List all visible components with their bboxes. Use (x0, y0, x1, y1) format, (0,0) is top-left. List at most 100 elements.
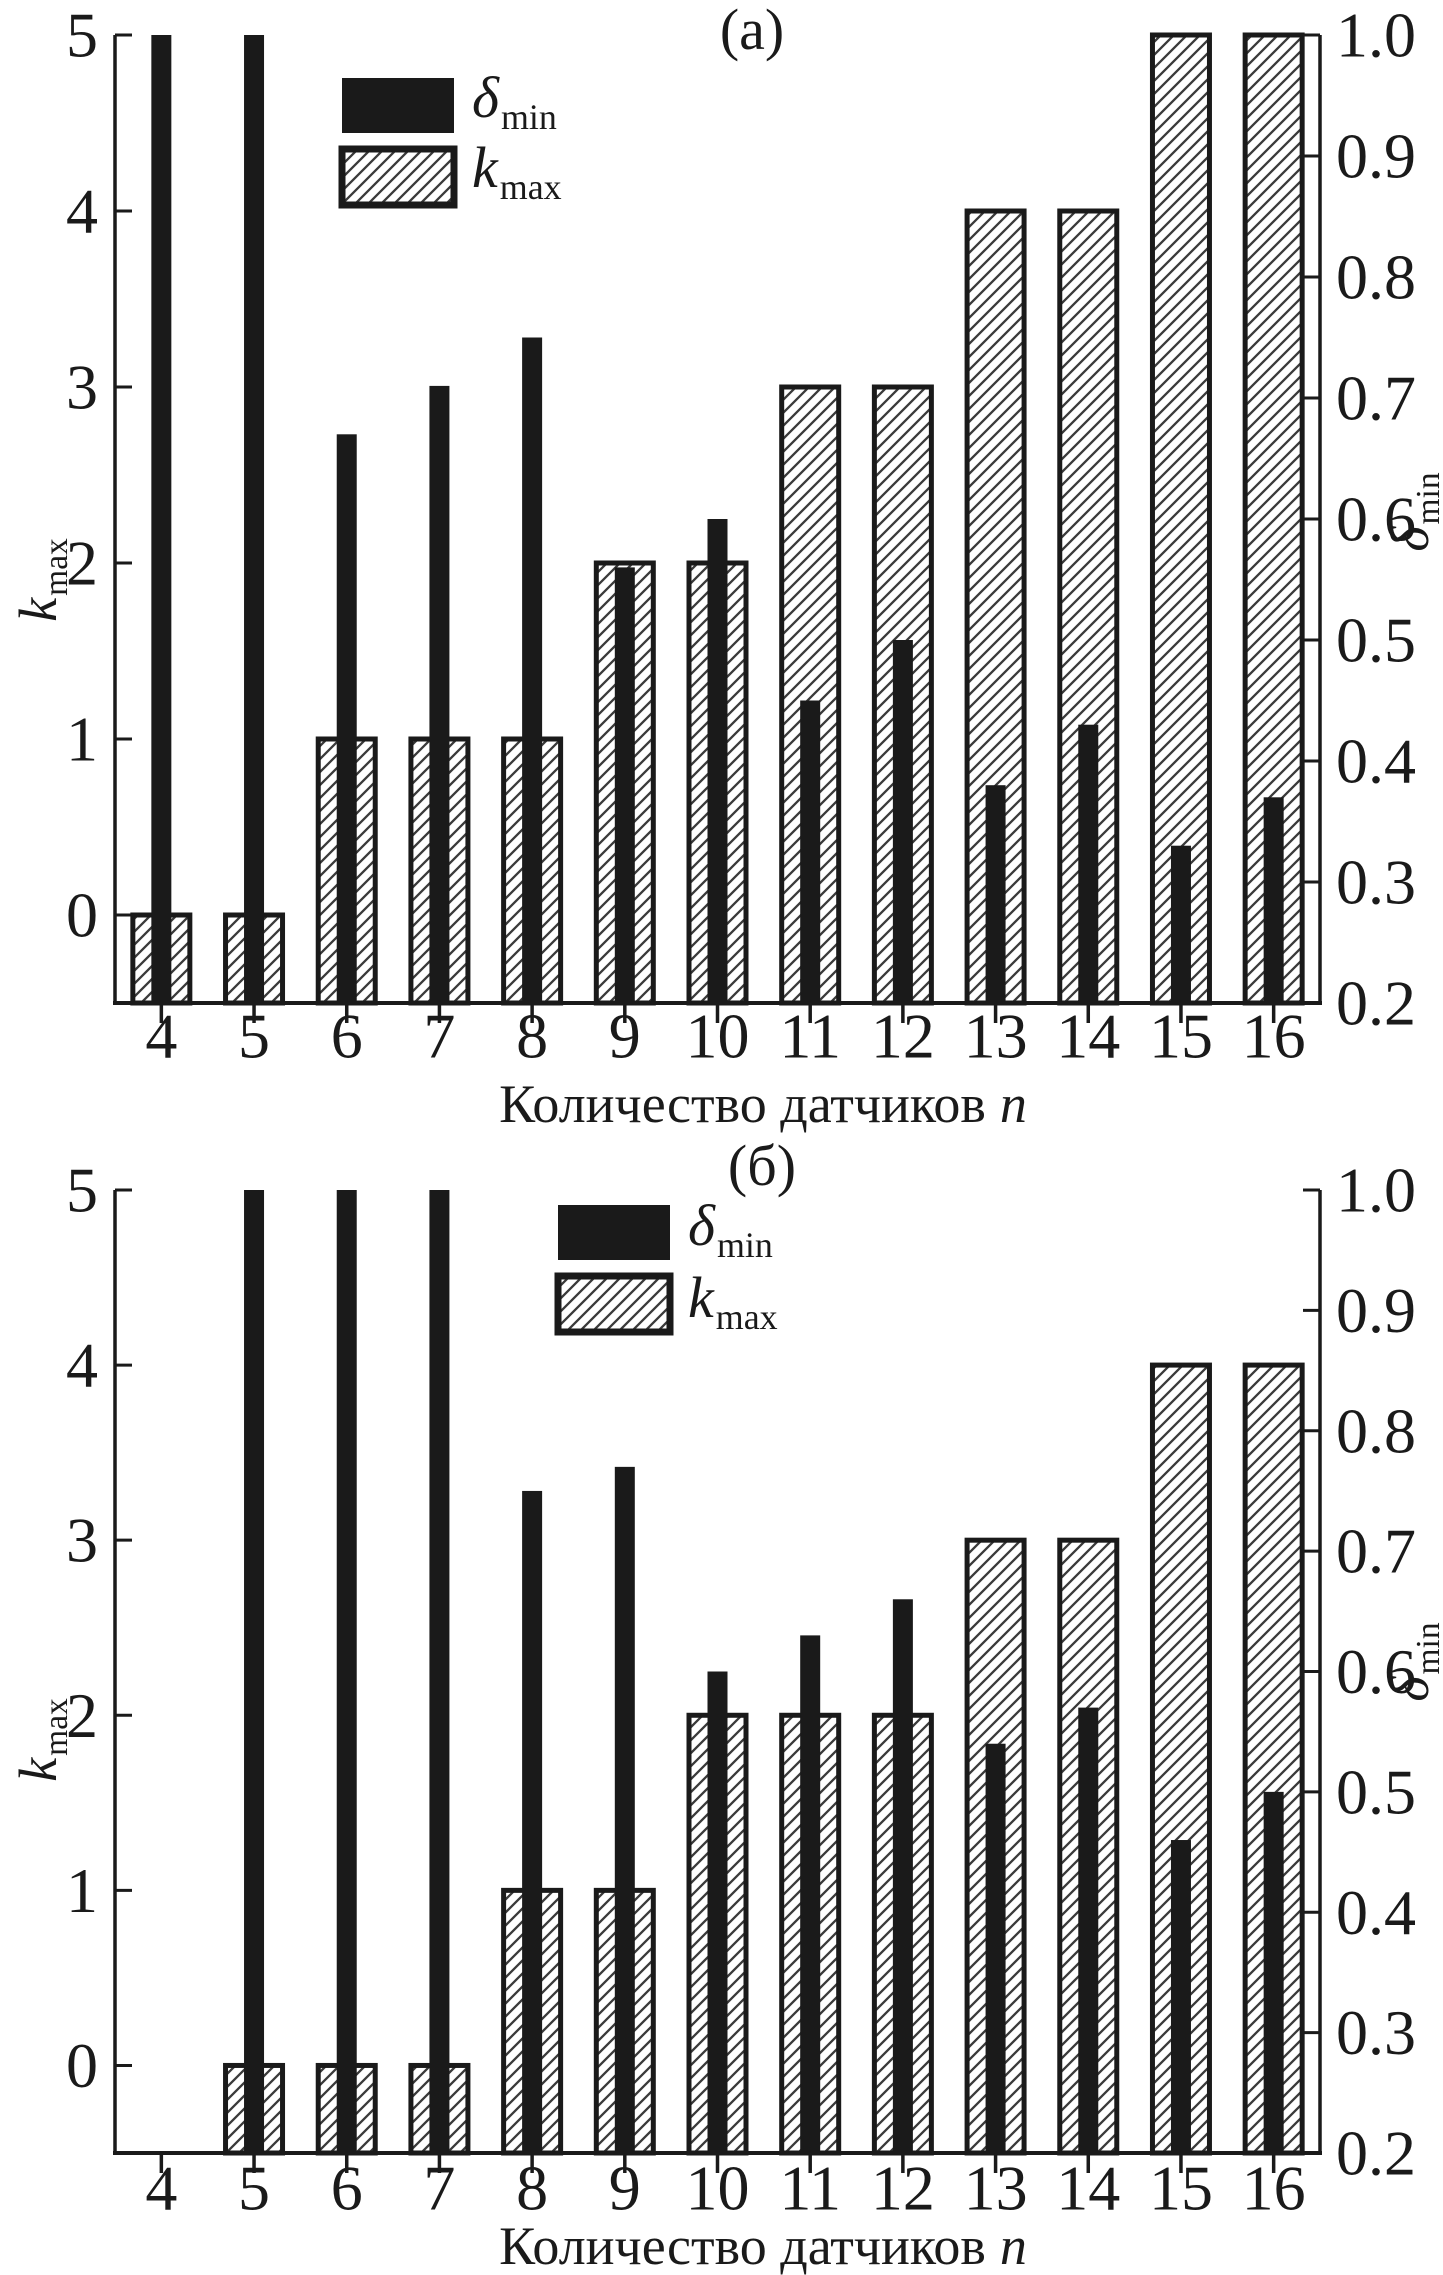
x-tick-label-5: 5 (238, 2153, 270, 2224)
panel-b-ylabel-left: kmax (7, 1698, 75, 1782)
panel-a-ylabel-right-subscript: min (1409, 472, 1443, 525)
legend-swatch-k-max (554, 1272, 674, 1336)
bar-kmax-n15 (1149, 32, 1212, 1006)
bar-delta-min-n12 (892, 640, 913, 1003)
panel-a-legend-k-subscript: max (499, 166, 562, 207)
x-tick-label-8: 8 (516, 1001, 548, 1072)
right-tick-label-0.3: 0.3 (1336, 1997, 1416, 2068)
panel-a-legend-k-symbol: k (472, 134, 498, 200)
x-tick-label-4: 4 (145, 2153, 177, 2224)
panel-b-xlabel-variable: n (999, 2216, 1027, 2275)
x-tick-label-7: 7 (423, 2153, 455, 2224)
bar-delta-min-n11 (800, 1635, 821, 2153)
panel-a-ylabel-left: kmax (8, 538, 75, 622)
panel-a-ylabel-right: δmin (1379, 472, 1443, 552)
x-tick-label-12: 12 (871, 2153, 935, 2224)
panel-a-ylabel-right-symbol: δ (1379, 526, 1440, 552)
right-tick-label-0.7: 0.7 (1336, 363, 1416, 434)
x-tick-label-14: 14 (1056, 1001, 1120, 1072)
x-tick-label-13: 13 (964, 2153, 1028, 2224)
right-tick-label-0.4: 0.4 (1336, 726, 1416, 797)
left-tick-label-5: 5 (66, 1155, 98, 1226)
x-tick-label-10: 10 (686, 1001, 750, 1072)
bar-delta-min-n7 (429, 385, 450, 1003)
right-tick-label-0.3: 0.3 (1336, 847, 1416, 918)
bar-delta-min-n14 (1078, 724, 1099, 1003)
right-tick-label-0.9: 0.9 (1336, 121, 1416, 192)
bar-delta-min-n4 (151, 35, 172, 1003)
panel-b-xlabel-text: Количество датчиков (499, 2216, 986, 2275)
right-tick-label-0.4: 0.4 (1336, 1877, 1416, 1948)
x-tick-label-5: 5 (238, 1001, 270, 1072)
x-tick-label-10: 10 (686, 2153, 750, 2224)
right-tick-label-0.2: 0.2 (1336, 968, 1416, 1039)
bar-delta-min-n7 (429, 1190, 450, 2153)
right-tick-label-0.6: 0.6 (1336, 484, 1416, 555)
x-tick-label-14: 14 (1056, 2153, 1120, 2224)
panel-b-legend-label-k: kmax (688, 1268, 778, 1337)
panel-a-legend-label-delta: δmin (472, 68, 557, 137)
panel-a-legend-delta-subscript: min (500, 96, 557, 137)
x-tick-label-16: 16 (1242, 1001, 1306, 1072)
right-tick-label-0.7: 0.7 (1336, 1516, 1416, 1587)
panel-b-xlabel: Количество датчиков n (499, 2219, 1027, 2273)
legend-swatch-delta-min (558, 1205, 670, 1260)
x-tick-label-16: 16 (1242, 2153, 1306, 2224)
right-tick-label-0.8: 0.8 (1336, 242, 1416, 313)
panel-b-ylabel-left-subscript: max (37, 1698, 75, 1756)
panel-b-legend-label-delta: δmin (688, 1196, 773, 1265)
panel-b-ylabel-right-subscript: min (1409, 1622, 1443, 1675)
panel-b-legend-delta-subscript: min (716, 1224, 773, 1265)
right-tick-label-0.8: 0.8 (1336, 1395, 1416, 1466)
left-tick-label-3: 3 (66, 352, 98, 423)
x-tick-label-4: 4 (145, 1001, 177, 1072)
panel-a-legend-delta-symbol: δ (472, 64, 499, 130)
right-tick-label-0.2: 0.2 (1336, 2118, 1416, 2189)
bar-delta-min-n12 (892, 1599, 913, 2153)
left-tick-label-2: 2 (66, 1680, 98, 1751)
panel-a-ylabel-left-subscript: max (37, 538, 75, 596)
x-tick-label-9: 9 (609, 2153, 641, 2224)
right-tick-label-0.5: 0.5 (1336, 1756, 1416, 1827)
bar-delta-min-n11 (800, 700, 821, 1003)
x-tick-label-12: 12 (871, 1001, 935, 1072)
bar-delta-min-n15 (1170, 845, 1191, 1003)
bar-delta-min-n13 (985, 1743, 1006, 2153)
legend-swatch-k-max (338, 145, 458, 209)
panel-b-ylabel-right: δmin (1380, 1622, 1443, 1701)
x-tick-label-6: 6 (331, 1001, 363, 1072)
panel-a-legend-label-k: kmax (472, 138, 562, 207)
bar-delta-min-n8 (522, 1490, 543, 2153)
panel-b-legend-k-symbol: k (688, 1264, 714, 1330)
left-tick-label-0: 0 (66, 880, 98, 951)
bar-delta-min-n9 (614, 1466, 635, 2153)
bar-delta-min-n16 (1263, 797, 1284, 1003)
x-tick-label-13: 13 (964, 1001, 1028, 1072)
bar-delta-min-n5 (244, 35, 265, 1003)
bar-delta-min-n16 (1263, 1791, 1284, 2153)
x-tick-label-8: 8 (516, 2153, 548, 2224)
left-tick-label-4: 4 (66, 1330, 98, 1401)
left-tick-label-1: 1 (66, 1855, 98, 1926)
bar-delta-min-n15 (1170, 1840, 1191, 2153)
bar-delta-min-n14 (1078, 1707, 1099, 2153)
panel-a-xlabel-variable: n (999, 1074, 1027, 1134)
left-tick-label-1: 1 (66, 704, 98, 775)
bar-delta-min-n9 (614, 567, 635, 1003)
panel-b-title: (б) (727, 1133, 797, 1198)
x-tick-label-15: 15 (1149, 1001, 1213, 1072)
left-tick-label-3: 3 (66, 1505, 98, 1576)
bar-delta-min-n6 (336, 1190, 357, 2153)
panel-b-ylabel-left-symbol: k (7, 1757, 68, 1782)
panel-b-legend-delta-symbol: δ (688, 1192, 715, 1258)
right-tick-label-1.0: 1.0 (1336, 0, 1416, 71)
right-tick-label-1.0: 1.0 (1336, 1155, 1416, 1226)
bar-delta-min-n8 (522, 337, 543, 1003)
right-tick-label-0.9: 0.9 (1336, 1275, 1416, 1346)
panel-b-legend-k-subscript: max (715, 1296, 778, 1337)
panel-a-xlabel: Количество датчиков n (499, 1077, 1027, 1131)
